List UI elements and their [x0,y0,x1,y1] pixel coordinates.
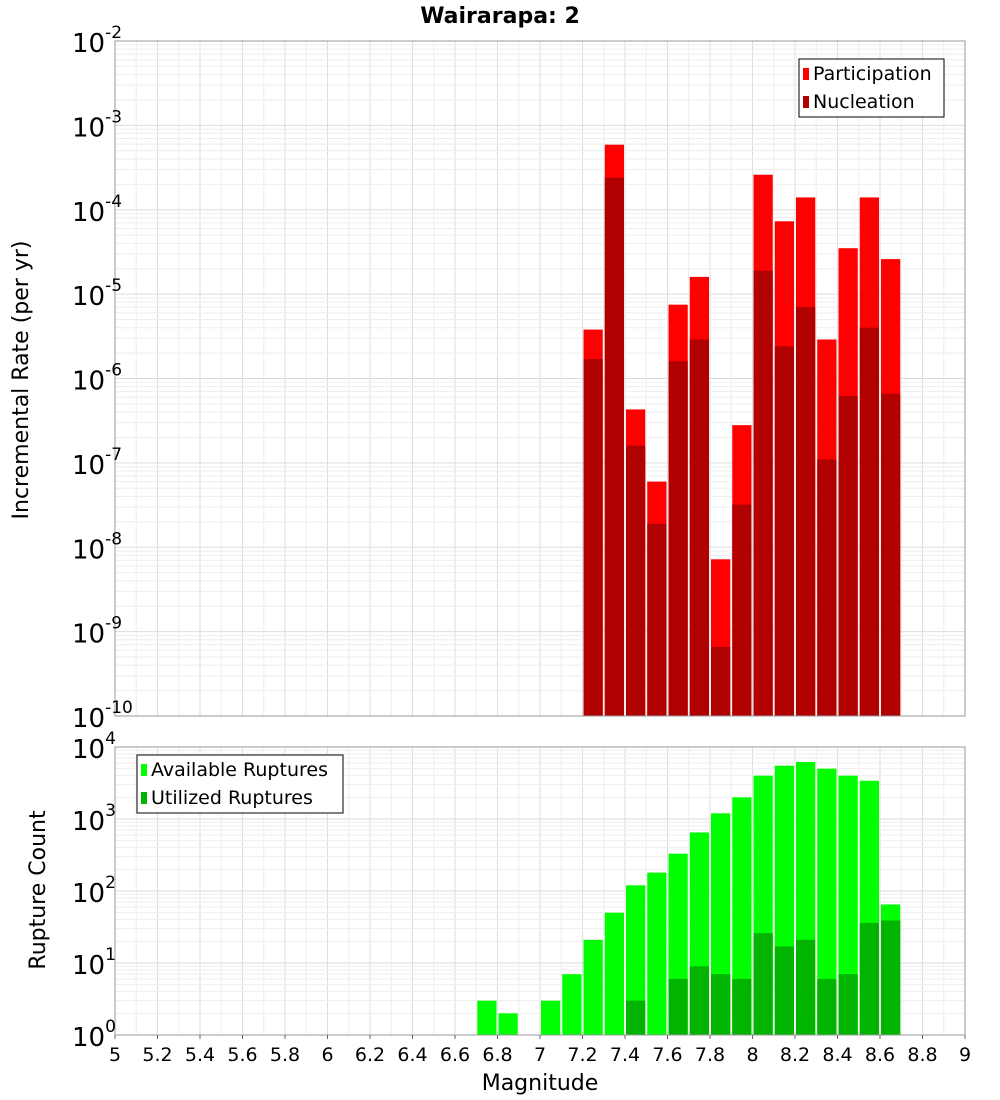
x-tick-label: 5.2 [142,1044,172,1066]
count-bar [583,939,603,1035]
count-bar [668,978,688,1035]
count-bar [817,978,837,1035]
count-bar [647,872,667,1035]
x-tick-label: 8.2 [780,1044,810,1066]
rate-bar [859,327,879,716]
count-bar [562,974,582,1035]
count-bar [711,974,731,1035]
x-tick-label: 5 [109,1044,121,1066]
rate-legend-swatch [803,68,809,80]
x-tick-label: 7.4 [610,1044,640,1066]
x-tick-label: 8.4 [822,1044,852,1066]
count-y-tick-label: 100 [72,1017,116,1053]
rate-bar [689,339,709,716]
count-panel: 104 103 102 101 100 Available Ruptures Utilize… [72,729,966,1053]
count-bar [477,1000,497,1035]
rate-y-tick-label: 10-7 [72,445,122,481]
count-y-ticks: 104 103 102 101 100 [72,729,116,1053]
count-bar [732,797,752,1035]
rate-bar [774,346,794,716]
rate-bar [817,459,837,716]
count-bar [498,1013,518,1035]
rate-bar [838,396,858,716]
rate-legend-label: Nucleation [813,91,915,113]
rate-y-tick-label: 10-6 [72,361,122,397]
rate-y-tick-label: 10-4 [72,192,122,228]
count-bar [881,920,901,1035]
x-tick-label: 6.8 [482,1044,512,1066]
rate-legend-label: Participation [813,63,932,85]
rate-bar [668,361,688,716]
x-tick-label: 8.6 [865,1044,895,1066]
rate-plot-frame [114,40,966,717]
rate-bar [583,359,603,716]
rate-bar [732,504,752,716]
x-tick-label: 6.6 [440,1044,470,1066]
count-legend-box [136,754,344,814]
x-tick-label: 6.2 [355,1044,385,1066]
count-legend: Available Ruptures Utilized Ruptures [136,754,344,814]
count-y-tick-label: 104 [72,729,116,765]
count-bar [626,885,646,1035]
x-tick-label: 7.8 [695,1044,725,1066]
rate-y-ticks: 10-2 10-3 10-4 10-5 10-6 10-7 10-8 10-9 10-10 [72,23,133,734]
x-tick-label: 8.8 [907,1044,937,1066]
rate-bar [796,307,816,716]
x-tick-label: 9 [959,1044,971,1066]
count-legend-label: Utilized Ruptures [151,787,313,809]
rate-bar [711,646,731,716]
rate-y-tick-label: 10-3 [72,107,122,143]
x-tick-label: 7.6 [652,1044,682,1066]
rate-y-tick-label: 10-10 [72,698,133,734]
count-y-tick-label: 102 [72,873,116,909]
count-bar [859,922,879,1035]
rate-legend: Participation Nucleation [798,58,945,118]
count-series-inner [626,920,901,1035]
count-y-tick-label: 101 [72,945,116,981]
count-bar [689,966,709,1035]
rate-grid [114,41,966,717]
count-bar [838,974,858,1035]
count-bar [732,978,752,1035]
count-bar [604,912,624,1035]
top-y-axis-label: Incremental Rate (per yr) [9,241,34,520]
count-bar [838,775,858,1035]
rate-bar [647,523,667,716]
rate-bar [604,177,624,716]
x-tick-label: 5.4 [185,1044,215,1066]
x-tick-label: 7.2 [567,1044,597,1066]
rate-bar [881,393,901,716]
rate-y-tick-label: 10-8 [72,529,122,565]
count-bar [753,933,773,1035]
count-bar [774,946,794,1035]
x-tick-label: 6.4 [397,1044,427,1066]
rate-series-inner [583,177,901,716]
count-legend-swatch [141,764,147,776]
count-bar [796,939,816,1035]
rate-bar [753,270,773,716]
count-bar [817,768,837,1035]
rate-y-tick-label: 10-9 [72,614,122,650]
rate-y-tick-label: 10-5 [72,276,122,312]
x-ticks: 5 5.2 5.4 5.6 5.8 6 6.2 6.4 6.6 6.8 7 7.2 7.4 7.6 7.8 8… [109,1035,971,1066]
count-legend-label: Available Ruptures [151,759,328,781]
x-tick-label: 5.6 [227,1044,257,1066]
count-bar [626,1000,646,1035]
bottom-y-axis-label: Rupture Count [26,810,51,970]
x-tick-label: 7 [534,1044,546,1066]
count-legend-swatch [141,792,147,804]
x-tick-label: 6 [321,1044,333,1066]
rate-legend-box [798,58,945,118]
rate-y-tick-label: 10-2 [72,23,122,59]
x-axis-label: Magnitude [482,1071,599,1096]
chart-title: Wairarapa: 2 [420,4,580,29]
rate-panel: 10-2 10-3 10-4 10-5 10-6 10-7 10-8 10-9 10-10 Par… [72,23,966,734]
count-bar [541,1000,561,1035]
count-y-tick-label: 103 [72,801,116,837]
rate-legend-swatch [803,96,809,108]
x-tick-label: 8 [746,1044,758,1066]
x-tick-label: 5.8 [270,1044,300,1066]
rate-bar [626,445,646,716]
